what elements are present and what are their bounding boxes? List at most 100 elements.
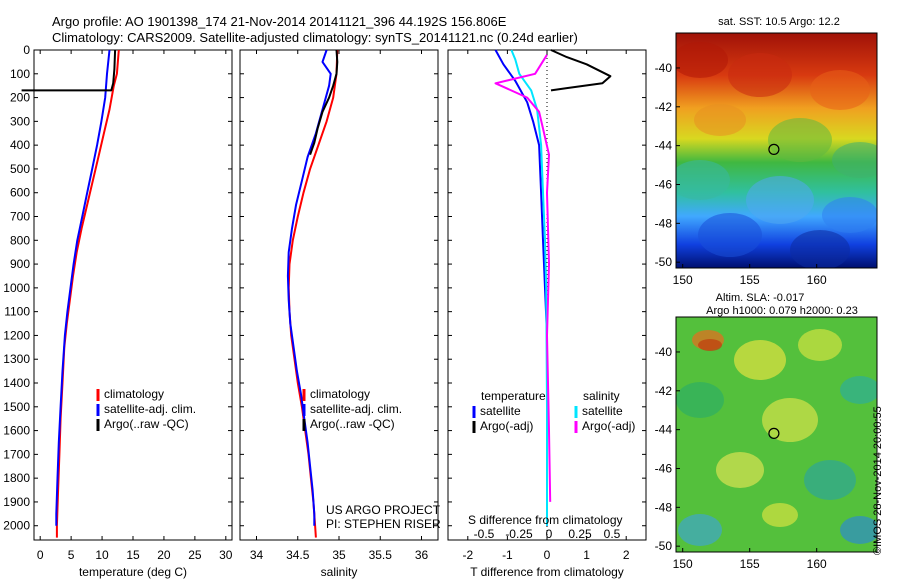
depth-tick-label: 600: [10, 186, 30, 200]
salinity-axes-frame: [239, 49, 439, 541]
depth-tick-label: 2000: [3, 519, 30, 533]
legend-entry: satellite: [480, 404, 521, 418]
x-tick-label: 10: [95, 548, 109, 562]
sst-map-frame: [675, 32, 878, 269]
temperature-axes-frame: [33, 49, 233, 541]
x-tick-label: 1: [583, 548, 590, 562]
depth-tick-label: 200: [10, 91, 30, 105]
sst-map-title: sat. SST: 10.5 Argo: 12.2: [718, 16, 840, 28]
map-lon-label: 150: [673, 557, 693, 571]
x-tick-label: 35: [332, 548, 346, 562]
argo-float-marker: [768, 427, 780, 439]
depth-tick-label: 400: [10, 138, 30, 152]
map-lat-label: -42: [655, 100, 673, 114]
depth-tick-label: 1300: [3, 352, 30, 366]
sst-texture: [822, 197, 877, 233]
climatology-subtitle: Climatology: CARS2009. Satellite-adjuste…: [52, 30, 578, 45]
depth-tick-label: 1200: [3, 328, 30, 342]
profile-title: Argo profile: AO 1901398_174 21-Nov-2014…: [52, 14, 507, 29]
map-lat-label: -40: [655, 345, 673, 359]
x-tick-label: -2: [462, 548, 473, 562]
series-climatology: [55, 49, 120, 538]
x-tick-label: 20: [157, 548, 171, 562]
depth-tick-label: 1700: [3, 447, 30, 461]
legend-entry: satellite-adj. clim.: [310, 402, 402, 416]
series-argo-raw-qc: [21, 49, 117, 92]
s-tick-label: -0.25: [505, 527, 533, 541]
sst-texture: [790, 230, 850, 268]
legend-entry: satellite: [582, 404, 623, 418]
map-lat-label: -50: [655, 539, 673, 553]
series-satellite-adj-clim: [286, 49, 332, 526]
x-tick-label: 0: [37, 548, 44, 562]
map-lon-label: 160: [807, 557, 827, 571]
s-tick-label: 0.5: [604, 527, 621, 541]
sla-texture: [716, 452, 764, 488]
depth-tick-label: 1500: [3, 400, 30, 414]
sla-texture: [734, 340, 786, 380]
map-lon-label: 150: [673, 273, 693, 287]
map-lat-label: -46: [655, 177, 673, 191]
difference-panel: -2 -1 0 1 2 T difference from climatology temp…: [447, 49, 647, 579]
depth-tick-label: 1800: [3, 471, 30, 485]
series-satellite-adj-clim: [55, 49, 111, 526]
legend-entry: satellite-adj. clim.: [104, 402, 196, 416]
sla-texture: [798, 329, 842, 361]
legend-entry: Argo(-adj): [480, 419, 533, 433]
map-lat-label: -50: [655, 255, 673, 269]
depth-tick-label: 700: [10, 210, 30, 224]
map-lat-label: -46: [655, 461, 673, 475]
s-tick-label: 0: [546, 527, 553, 541]
sst-texture: [676, 42, 728, 78]
map-lon-label: 155: [740, 557, 760, 571]
x-tick-label: 25: [188, 548, 202, 562]
project-annotation: US ARGO PROJECT: [326, 503, 441, 517]
legend-salinity-title: salinity: [583, 389, 620, 403]
sla-texture: [678, 514, 722, 546]
depth-tick-label: 1000: [3, 281, 30, 295]
x-tick-label: 0: [544, 548, 551, 562]
sst-texture: [746, 176, 814, 224]
x-tick-label: 5: [68, 548, 75, 562]
depth-tick-label: 1600: [3, 424, 30, 438]
x-tick-label: 30: [219, 548, 233, 562]
x-tick-label: 34: [250, 548, 264, 562]
series-salinity-argo-adj: [494, 54, 552, 502]
sla-texture: [676, 382, 724, 418]
x-tick-label: 36: [415, 548, 429, 562]
sla-texture: [840, 376, 877, 404]
sla-map-title-2: Argo h1000: 0.079 h2000: 0.23: [706, 305, 858, 317]
x-tick-label: 15: [126, 548, 140, 562]
temperature-xlabel: temperature (deg C): [79, 565, 187, 579]
map-lon-label: 160: [807, 273, 827, 287]
sla-texture: [804, 460, 856, 500]
difference-xlabel: T difference from climatology: [470, 565, 624, 579]
series-climatology: [287, 49, 339, 538]
depth-tick-label: 1900: [3, 495, 30, 509]
depth-tick-label: 1100: [4, 305, 30, 319]
sla-texture: [762, 398, 818, 442]
map-lon-label: 155: [740, 273, 760, 287]
sla-map-frame: [675, 316, 878, 553]
legend-entry: climatology: [104, 387, 164, 401]
sst-texture: [768, 118, 832, 162]
depth-tick-label: 300: [10, 114, 30, 128]
depth-tick-label: 0: [23, 43, 30, 57]
map-lat-label: -44: [655, 139, 673, 153]
s-difference-label: S difference from climatology: [468, 513, 623, 527]
legend-entry: Argo(..raw -QC): [104, 417, 189, 431]
series-argo-raw-qc: [309, 49, 339, 156]
sla-texture: [762, 503, 798, 527]
x-tick-label: 35.5: [369, 548, 393, 562]
salinity-panel: 34 34.5 35 35.5 36 salinity climatologysatelli…: [239, 49, 441, 579]
legend-temperature-title: temperature: [481, 389, 546, 403]
depth-tick-label: 900: [10, 257, 30, 271]
map-lat-label: -48: [655, 216, 673, 230]
sst-texture: [810, 70, 870, 110]
temperature-panel: 0100200300400500600700800900100011001200…: [3, 43, 233, 579]
sla-map-title-1: Altim. SLA: -0.017: [716, 292, 805, 304]
sla-texture: [840, 516, 877, 544]
